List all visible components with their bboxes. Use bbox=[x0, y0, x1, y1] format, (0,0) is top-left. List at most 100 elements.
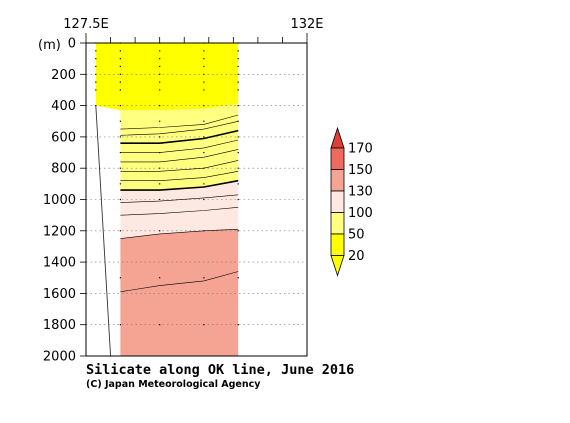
sample-point bbox=[95, 65, 97, 68]
y-tick-label: 2000 bbox=[43, 350, 76, 365]
y-tick-label: 200 bbox=[51, 68, 76, 83]
y-tick-label: 1200 bbox=[43, 224, 76, 239]
sample-point bbox=[237, 277, 239, 279]
contour-line-4 bbox=[120, 149, 239, 163]
sample-point bbox=[237, 183, 239, 185]
x-tick-label: 132E bbox=[290, 17, 323, 32]
y-tick-label: 1600 bbox=[43, 287, 76, 302]
colorbar-bottom-arrow bbox=[330, 255, 345, 277]
sample-point bbox=[119, 50, 121, 52]
sample-point bbox=[203, 58, 205, 60]
sample-point bbox=[203, 136, 205, 138]
sample-point bbox=[159, 89, 161, 91]
sample-point bbox=[203, 50, 205, 52]
sample-point bbox=[203, 277, 205, 279]
contour-line-9 bbox=[120, 207, 239, 216]
sample-point bbox=[95, 105, 97, 107]
y-tick-label: 1000 bbox=[43, 193, 76, 208]
colorbar-segment bbox=[330, 233, 345, 256]
colorbar-label: 130 bbox=[348, 185, 373, 200]
sample-point bbox=[237, 120, 239, 122]
contour-line-3 bbox=[120, 139, 239, 153]
y-tick-label: 400 bbox=[51, 99, 76, 114]
contour-line-10 bbox=[120, 228, 239, 239]
sample-point bbox=[95, 73, 97, 75]
sample-point bbox=[159, 167, 161, 169]
sample-point bbox=[119, 183, 121, 185]
sample-point bbox=[159, 277, 161, 279]
contour-line-6 bbox=[120, 171, 239, 181]
sample-point bbox=[95, 89, 97, 91]
grid-layer bbox=[86, 74, 307, 326]
sample-point bbox=[159, 198, 161, 201]
sample-point bbox=[203, 324, 205, 326]
x-tick-label: 127.5E bbox=[63, 17, 108, 32]
colorbar-label: 50 bbox=[348, 228, 365, 243]
sample-point bbox=[237, 167, 239, 169]
sample-point bbox=[159, 65, 161, 68]
sample-point bbox=[237, 81, 239, 83]
sample-point bbox=[159, 183, 161, 185]
sample-point bbox=[237, 198, 239, 201]
y-tick-label: 1800 bbox=[43, 318, 76, 333]
bottom-profile-line bbox=[95, 105, 112, 357]
sample-point bbox=[159, 151, 161, 154]
credit-text: (C) Japan Meteorological Agency bbox=[86, 379, 261, 390]
sample-point bbox=[203, 151, 205, 154]
colorbar-top-arrow bbox=[330, 126, 345, 149]
sample-point bbox=[237, 230, 239, 232]
sample-point bbox=[159, 73, 161, 75]
sample-point bbox=[237, 89, 239, 91]
sample-point bbox=[119, 151, 121, 154]
sample-point bbox=[159, 81, 161, 83]
band-130-150 bbox=[120, 229, 239, 356]
sample-point bbox=[119, 198, 121, 201]
sample-point bbox=[119, 167, 121, 169]
sample-point bbox=[119, 277, 121, 279]
sample-point bbox=[119, 58, 121, 60]
sample-point bbox=[237, 151, 239, 154]
sample-point bbox=[119, 136, 121, 138]
colorbar-segment bbox=[330, 169, 345, 192]
sample-point bbox=[203, 89, 205, 91]
contour-line-7 bbox=[120, 179, 239, 191]
band-100-130 bbox=[120, 180, 239, 239]
contour-line-5 bbox=[120, 160, 239, 172]
sample-point bbox=[203, 65, 205, 68]
contour-layer bbox=[95, 105, 239, 357]
sample-point bbox=[237, 58, 239, 60]
y-tick-label: 600 bbox=[51, 130, 76, 145]
y-tick-label: 0 bbox=[68, 37, 76, 52]
sample-point bbox=[203, 120, 205, 122]
contour-line-2 bbox=[120, 129, 239, 144]
plot-area bbox=[95, 43, 239, 356]
y-tick-label: 800 bbox=[51, 162, 76, 177]
sample-point bbox=[237, 50, 239, 52]
sample-point bbox=[203, 81, 205, 83]
sample-point bbox=[95, 58, 97, 60]
sample-point bbox=[119, 73, 121, 75]
sample-point bbox=[203, 230, 205, 232]
sample-point bbox=[203, 73, 205, 75]
sample-point bbox=[159, 136, 161, 138]
sample-point bbox=[203, 183, 205, 185]
contour-line-1 bbox=[120, 121, 239, 136]
contour-line-8 bbox=[120, 194, 239, 203]
sample-point bbox=[237, 73, 239, 75]
colorbar-label: 150 bbox=[348, 163, 373, 178]
y-axis-unit-label: (m) bbox=[38, 38, 61, 53]
band-20-50 bbox=[95, 43, 239, 111]
sample-point bbox=[119, 324, 121, 326]
colorbar-label: 100 bbox=[348, 206, 373, 221]
chart-title: Silicate along OK line, June 2016 bbox=[86, 362, 354, 378]
sample-point bbox=[119, 230, 121, 232]
sample-point bbox=[203, 105, 205, 107]
contour-line-11 bbox=[120, 271, 239, 293]
y-tick-label: 1400 bbox=[43, 256, 76, 271]
sample-point bbox=[119, 120, 121, 122]
sample-point bbox=[159, 58, 161, 60]
sample-point bbox=[95, 81, 97, 83]
sample-point bbox=[159, 105, 161, 107]
band-50-100 bbox=[120, 104, 239, 191]
sample-point bbox=[119, 105, 121, 107]
